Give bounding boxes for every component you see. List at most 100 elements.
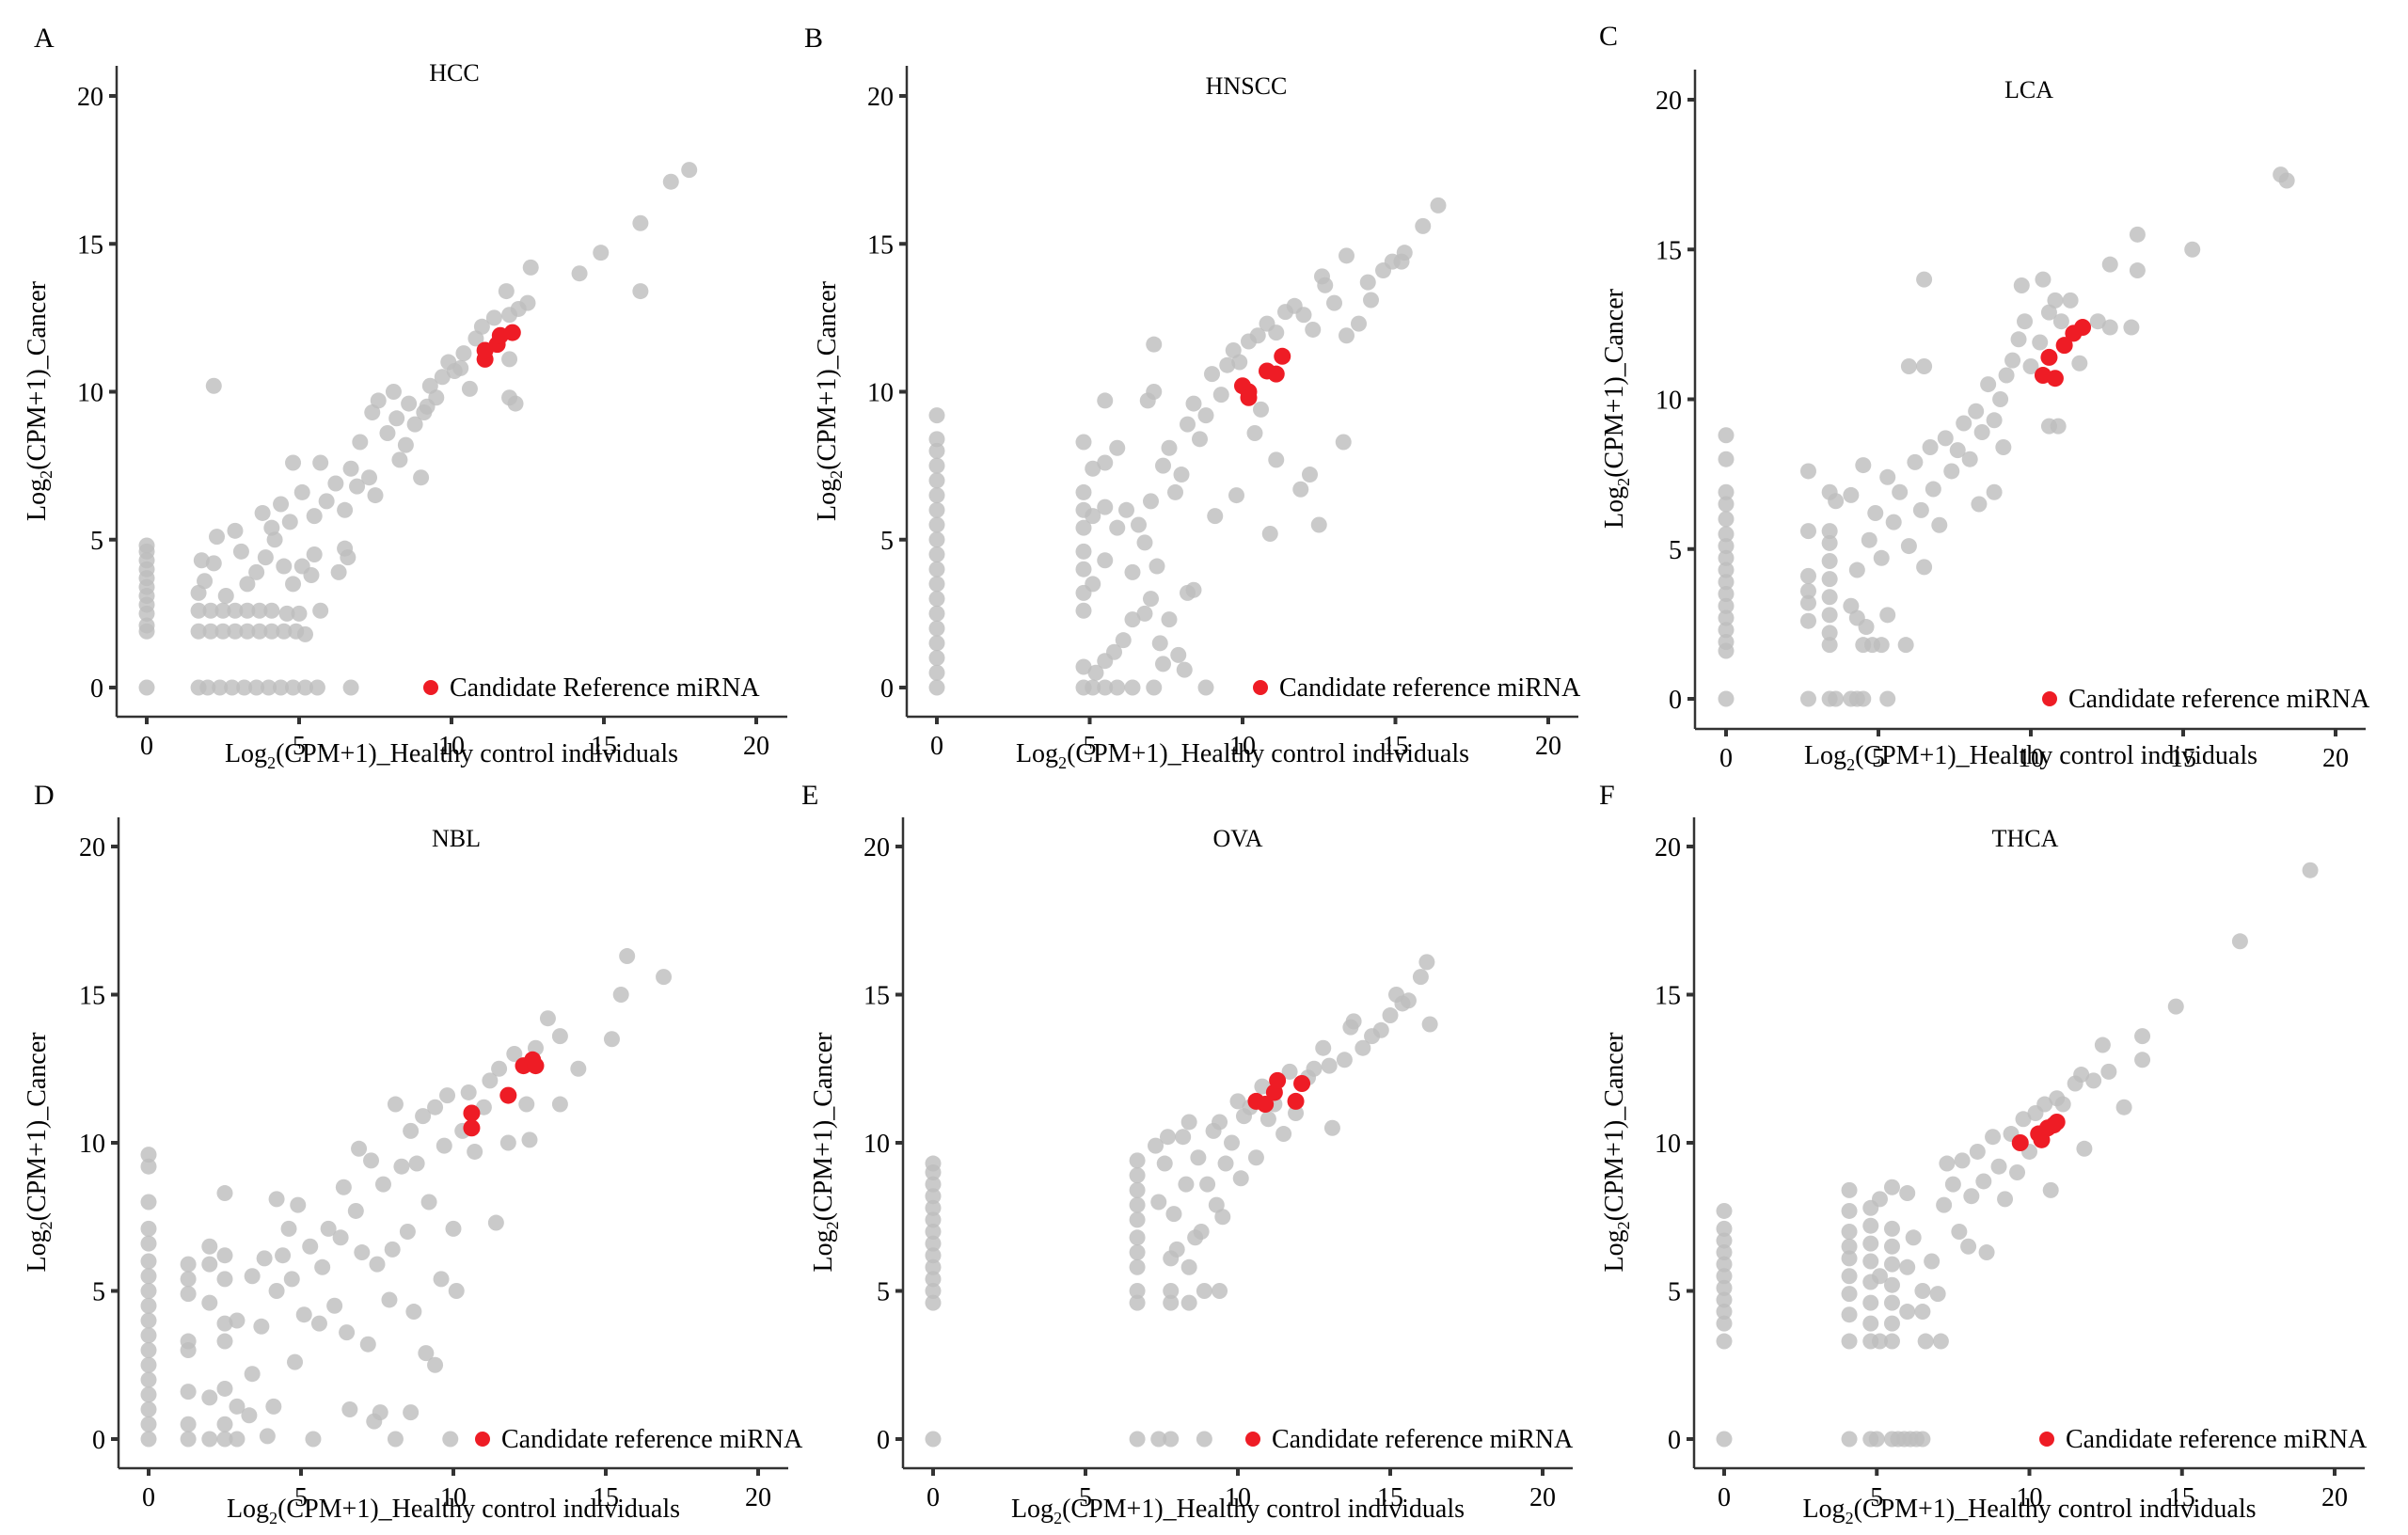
data-point — [1275, 1126, 1292, 1143]
data-point — [205, 555, 222, 572]
data-point — [1336, 1052, 1353, 1068]
data-point — [1841, 1250, 1858, 1267]
data-point — [1931, 516, 1948, 533]
panel-b: B HNSCC 0 5 10 15 20 0 5 10 15 20 Log2(CPM+1)_Heal… — [804, 23, 1581, 772]
data-point — [263, 602, 280, 619]
x-tick-label: 20 — [743, 732, 769, 761]
data-point — [310, 1315, 327, 1332]
data-point — [2100, 1063, 2117, 1080]
candidate-point — [2074, 319, 2092, 337]
data-point — [1986, 412, 2003, 429]
data-point — [1992, 391, 2009, 407]
data-point — [1990, 1158, 2007, 1175]
data-point — [1871, 1333, 1888, 1350]
data-point — [1855, 690, 1872, 707]
y-tick-label: 0 — [1668, 1426, 1681, 1455]
data-point — [259, 1428, 276, 1445]
data-point — [306, 546, 323, 562]
data-point — [928, 679, 945, 696]
data-point — [1180, 1114, 1197, 1131]
data-point — [1146, 336, 1163, 353]
panel-c: C LCA 0 5 10 15 20 0 5 10 15 20 Log2(CPM+1)_Health… — [1599, 21, 2370, 774]
data-point — [1129, 1152, 1146, 1169]
data-point — [1716, 1431, 1733, 1448]
data-point — [1372, 1021, 1389, 1038]
panel-title: LCA — [2004, 76, 2053, 103]
data-point — [925, 1431, 942, 1448]
data-point — [1867, 505, 1884, 522]
data-point — [2004, 352, 2021, 369]
data-point — [1261, 525, 1278, 542]
data-point — [1161, 439, 1178, 456]
data-point — [140, 1220, 157, 1237]
data-point — [1718, 549, 1735, 566]
data-point — [1305, 321, 1322, 338]
data-point — [1821, 637, 1838, 654]
data-point — [1208, 1196, 1225, 1213]
data-point — [485, 309, 502, 326]
data-point — [180, 1431, 197, 1448]
data-point — [1197, 407, 1214, 424]
data-point — [1326, 294, 1342, 311]
data-point — [1247, 1149, 1264, 1166]
data-point — [1841, 1238, 1858, 1255]
data-point — [1718, 526, 1735, 543]
data-point — [199, 679, 216, 696]
data-point — [1718, 622, 1735, 639]
data-point — [467, 330, 484, 347]
data-point — [455, 345, 472, 362]
data-point — [327, 475, 344, 492]
candidate-point — [1269, 1071, 1287, 1089]
y-tick-label: 15 — [1656, 236, 1682, 265]
data-point — [291, 605, 308, 622]
data-point — [1087, 664, 1104, 681]
data-point — [1718, 451, 1735, 467]
data-point — [1914, 1431, 1931, 1448]
data-point — [1912, 501, 1929, 518]
data-point — [1949, 442, 1966, 459]
y-tick-label: 5 — [1668, 1278, 1681, 1307]
x-tick-label: 5 — [294, 1483, 308, 1512]
data-point — [1268, 324, 1285, 341]
data-point — [241, 1407, 258, 1424]
data-point — [1165, 1206, 1182, 1223]
data-point — [2010, 331, 2027, 348]
panel-title: HNSCC — [1206, 72, 1288, 100]
data-point — [1943, 463, 1960, 480]
x-tick-label: 20 — [1529, 1483, 1556, 1512]
data-point — [551, 1028, 568, 1045]
data-point — [928, 516, 945, 533]
data-point — [1193, 1224, 1210, 1240]
candidate-point — [527, 1057, 545, 1075]
data-point — [1975, 1173, 1992, 1190]
legend-marker — [1245, 1432, 1260, 1447]
y-axis-title: Log2(CPM+1)_Cancer — [809, 1032, 842, 1273]
data-point — [1097, 679, 1114, 696]
data-point — [2167, 998, 2184, 1015]
data-point — [1936, 1196, 1953, 1213]
data-point — [1155, 656, 1171, 673]
data-point — [1879, 607, 1896, 624]
data-point — [320, 1220, 337, 1237]
data-point — [405, 1304, 422, 1321]
data-point — [275, 1247, 292, 1264]
data-point — [1841, 1286, 1858, 1303]
data-point — [216, 1185, 233, 1202]
data-point — [473, 318, 490, 335]
data-point — [1219, 356, 1236, 373]
data-point — [370, 392, 387, 409]
data-point — [201, 1294, 218, 1311]
data-point — [205, 377, 222, 394]
data-point — [928, 501, 945, 518]
data-point — [312, 454, 329, 471]
data-point — [928, 457, 945, 474]
data-point — [180, 1416, 197, 1432]
data-point — [1351, 315, 1367, 332]
data-point — [419, 398, 436, 415]
data-point — [1718, 496, 1735, 513]
data-point — [140, 1147, 157, 1163]
x-tick-label: 20 — [1535, 732, 1561, 761]
data-point — [1418, 954, 1435, 971]
data-point — [1075, 483, 1092, 500]
legend-marker — [2042, 691, 2057, 706]
